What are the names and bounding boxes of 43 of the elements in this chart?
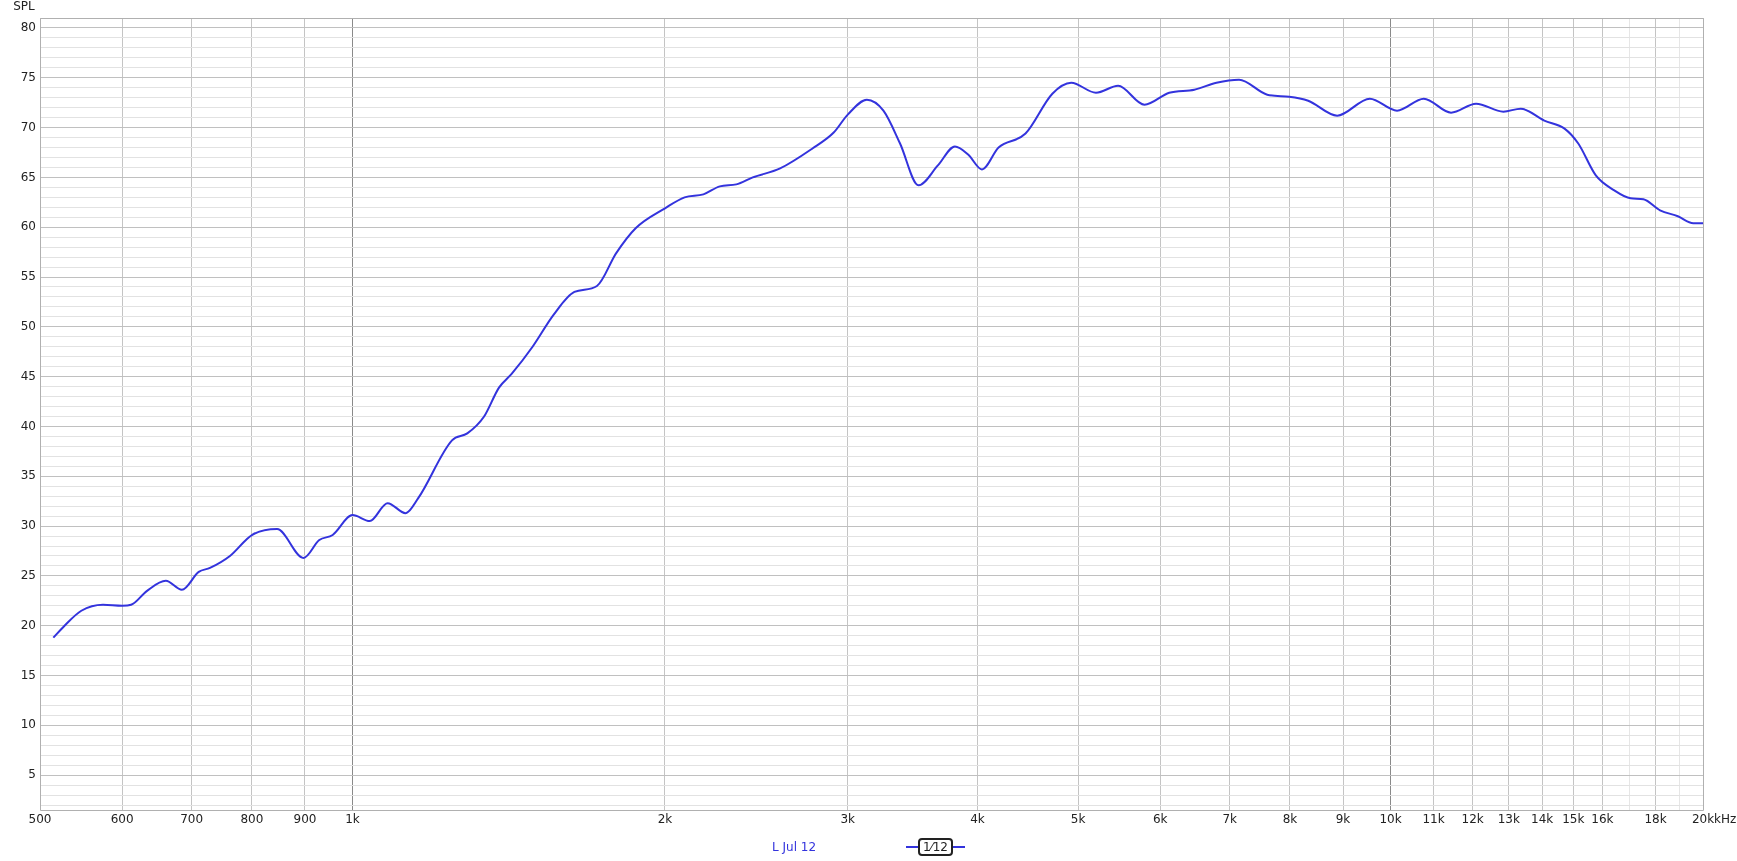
text: 1⁄12 [918,838,953,856]
x-tick-label: 15k [1562,812,1585,827]
y-tick-label: 25 [20,568,36,583]
x-tick-label: 14k [1531,812,1554,827]
x-tick-label: 16k [1591,812,1614,827]
y-tick-label: 40 [20,418,36,433]
x-tick-label: 700 [180,812,204,827]
y-tick-label: 60 [20,219,36,234]
y-tick-label: 10 [20,717,36,732]
y-tick-label: 65 [20,169,36,184]
x-tick-label: 13k [1497,812,1520,827]
x-tick-label: 9k [1335,812,1351,827]
x-tick-label: 18k [1644,812,1667,827]
y-tick-label: 15 [20,667,36,682]
x-tick-label: 5k [1070,812,1086,827]
x-axis-title: kHz [1714,812,1737,827]
x-tick-label: 7k [1222,812,1238,827]
y-tick-label: 75 [20,69,36,84]
y-tick-label: 70 [20,119,36,134]
y-tick-label: 30 [20,518,36,533]
x-tick-label: 11k [1422,812,1445,827]
y-axis-title: SPL [13,0,36,14]
x-tick-label: 900 [293,812,317,827]
x-tick-label: 2k [657,812,673,827]
x-tick-label: 20k [1691,812,1715,827]
y-tick-label: 20 [20,617,36,632]
x-tick-label: 1k [345,812,360,827]
y-tick-label: 55 [20,269,36,284]
x-tick-label: 3k [840,812,856,827]
x-tick-label: 12k [1461,812,1484,827]
x-tick-label: 500 [28,812,52,827]
y-tick-label: 5 [28,767,36,782]
text: L Jul 12 [772,840,817,854]
x-tick-label: 4k [970,812,985,827]
x-tick-label: 8k [1282,812,1298,827]
x-tick-label: 6k [1152,812,1168,827]
x-tick-label: 10k [1379,812,1402,827]
x-tick-label: 800 [240,812,264,827]
y-tick-label: 50 [20,318,36,333]
y-tick-label: 35 [20,468,36,483]
x-tick-label: 600 [110,812,134,827]
y-tick-label: 80 [20,20,36,35]
y-tick-label: 45 [20,368,36,383]
